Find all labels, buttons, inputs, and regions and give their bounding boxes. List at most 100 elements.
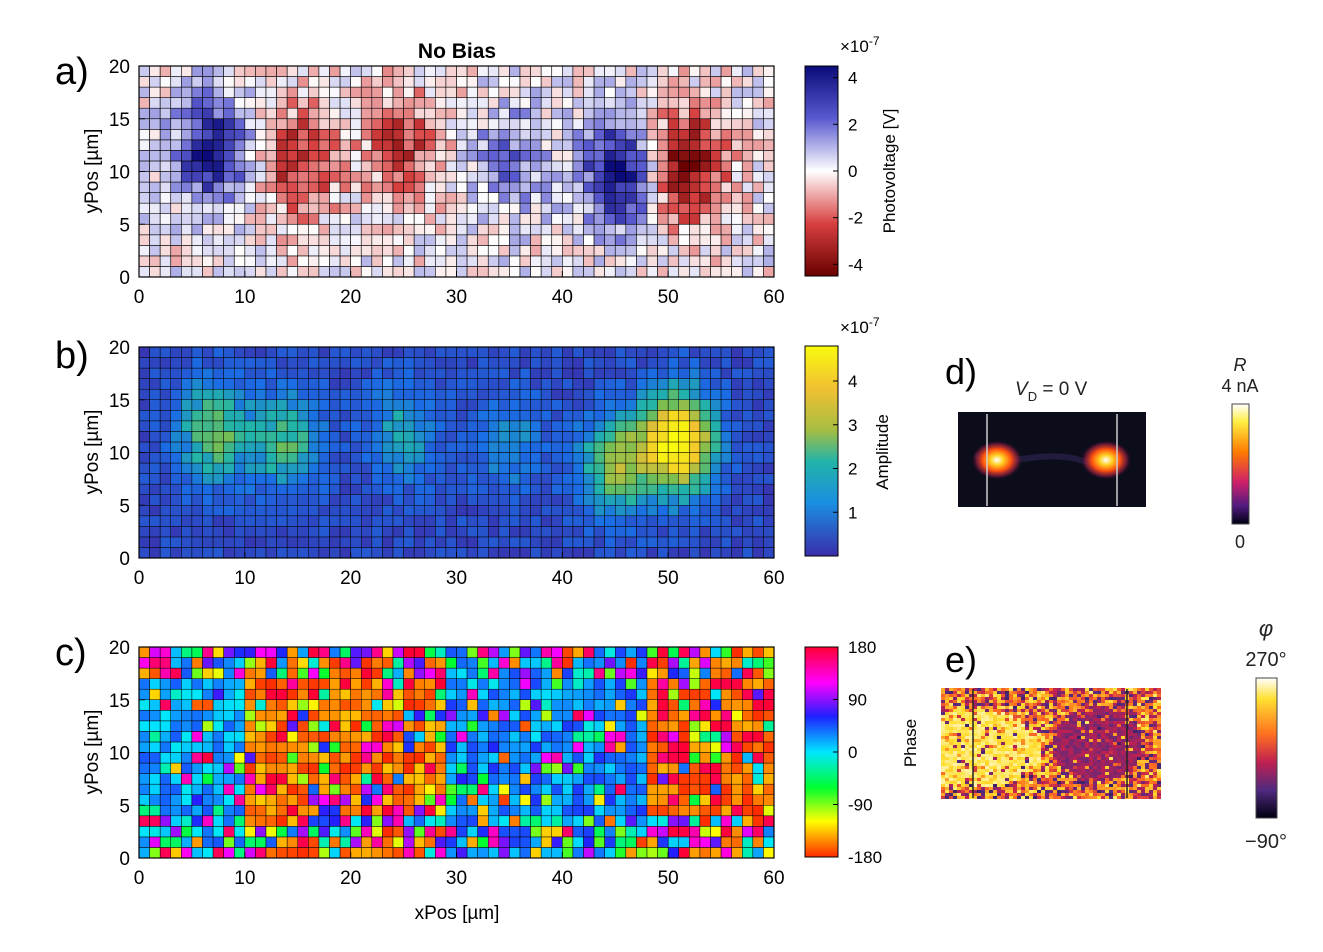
heatmap-cell xyxy=(276,139,288,151)
heatmap-cell xyxy=(678,773,690,785)
heatmap-cell xyxy=(265,367,277,379)
phase-pixel xyxy=(1069,712,1073,715)
phase-pixel xyxy=(1157,691,1161,694)
heatmap-cell xyxy=(181,378,193,390)
heatmap-cell xyxy=(752,431,764,443)
phase-pixel xyxy=(989,733,993,736)
heatmap-cell xyxy=(435,150,447,162)
phase-pixel xyxy=(973,709,977,712)
heatmap-cell xyxy=(223,410,235,422)
phase-pixel xyxy=(1105,739,1109,742)
heatmap-cell xyxy=(657,678,669,690)
heatmap-cell xyxy=(413,805,425,817)
heatmap-cell xyxy=(572,86,584,98)
colorbar-tick-label: -2 xyxy=(848,209,863,228)
heatmap-cell xyxy=(159,699,172,711)
heatmap-cell xyxy=(297,213,309,225)
heatmap-cell xyxy=(234,526,246,538)
heatmap-cell xyxy=(159,97,172,109)
heatmap-cell xyxy=(636,515,648,527)
heatmap-cell xyxy=(308,399,320,411)
heatmap-cell xyxy=(583,234,595,246)
heatmap-cell xyxy=(731,192,743,204)
heatmap-cell xyxy=(562,710,574,722)
heatmap-cell xyxy=(149,202,161,214)
heatmap-cell xyxy=(509,431,521,443)
heatmap-cell xyxy=(678,515,690,527)
heatmap-cell xyxy=(657,213,669,225)
heatmap-cell xyxy=(202,783,214,795)
heatmap-cell xyxy=(667,762,680,774)
heatmap-cell xyxy=(625,847,637,859)
heatmap-cell xyxy=(234,741,246,753)
y-tick-label: 20 xyxy=(109,57,130,78)
phase-pixel xyxy=(1145,739,1149,742)
heatmap-cell xyxy=(625,657,637,669)
heatmap-cell xyxy=(488,357,500,369)
heatmap-cell xyxy=(181,234,193,246)
heatmap-cell xyxy=(297,234,309,246)
phase-pixel xyxy=(1037,724,1041,727)
heatmap-cell xyxy=(181,171,193,183)
y-tick-label: 15 xyxy=(109,691,130,712)
heatmap-cell xyxy=(445,223,457,236)
phase-pixel xyxy=(1053,703,1057,706)
heatmap-cell xyxy=(530,65,542,77)
heatmap-cell xyxy=(233,234,246,246)
heatmap-cell xyxy=(667,139,680,151)
heatmap-cell xyxy=(255,794,267,806)
x-tick-label: 50 xyxy=(658,287,679,308)
heatmap-cell xyxy=(445,473,457,485)
phase-pixel xyxy=(1057,748,1061,751)
phase-pixel xyxy=(1065,751,1069,754)
phase-pixel xyxy=(993,727,997,730)
phase-pixel xyxy=(953,751,957,754)
heatmap-cell xyxy=(625,399,637,411)
panel-c-label: c) xyxy=(55,632,87,674)
phase-pixel xyxy=(977,727,981,730)
heatmap-cell xyxy=(509,752,521,764)
heatmap-cell xyxy=(265,657,277,669)
heatmap-cell xyxy=(392,473,404,485)
heatmap-cell xyxy=(699,646,711,658)
phase-pixel xyxy=(1141,706,1145,709)
heatmap-cell xyxy=(382,505,394,517)
heatmap-cell xyxy=(276,815,288,827)
phase-pixel xyxy=(1021,688,1025,691)
phase-pixel xyxy=(1037,739,1041,742)
phase-pixel xyxy=(1109,733,1113,736)
heatmap-cell xyxy=(699,181,711,193)
heatmap-cell xyxy=(255,752,267,764)
heatmap-cell xyxy=(530,473,542,485)
heatmap-cell xyxy=(382,826,394,838)
heatmap-cell xyxy=(731,526,743,538)
phase-pixel xyxy=(941,733,945,736)
x-tick-label: 50 xyxy=(658,868,679,889)
heatmap-cell xyxy=(488,473,500,485)
heatmap-cell xyxy=(413,710,425,722)
heatmap-cell xyxy=(286,181,299,193)
phase-pixel xyxy=(961,697,965,700)
heatmap-cell xyxy=(138,129,150,141)
heatmap-cell xyxy=(593,783,605,795)
heatmap-cell xyxy=(752,783,764,795)
heatmap-cell xyxy=(170,420,182,432)
heatmap-cell xyxy=(699,699,711,711)
phase-pixel xyxy=(989,706,993,709)
heatmap-cell xyxy=(551,731,563,743)
heatmap-cell xyxy=(657,805,669,817)
heatmap-cell xyxy=(540,515,553,527)
heatmap-cell xyxy=(488,762,500,774)
x-axis-label-c: xPos [µm] xyxy=(415,903,500,924)
heatmap-cell xyxy=(667,171,680,183)
phase-pixel xyxy=(949,706,953,709)
heatmap-cell xyxy=(487,129,500,141)
heatmap-cell xyxy=(593,86,605,98)
phase-pixel xyxy=(965,709,969,712)
heatmap-cell xyxy=(752,762,764,774)
heatmap-cell xyxy=(191,234,203,246)
heatmap-cell xyxy=(466,462,478,474)
phase-pixel xyxy=(1149,703,1153,706)
heatmap-cell xyxy=(233,65,246,77)
phase-pixel xyxy=(957,688,961,691)
